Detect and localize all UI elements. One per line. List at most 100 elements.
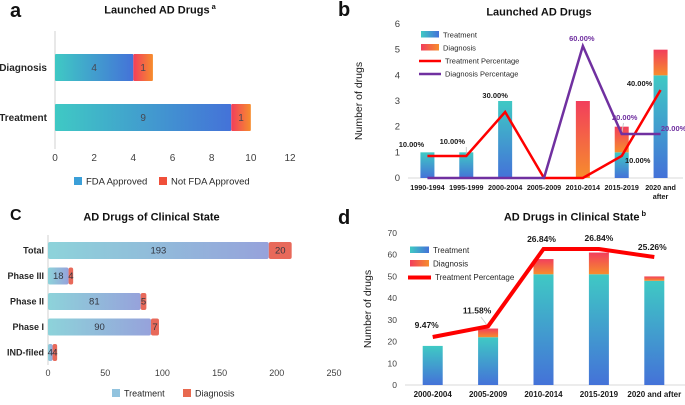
- diagnosis-percentage-line: [427, 42, 661, 180]
- bar-value-label: 18: [53, 271, 64, 282]
- bar-segment: [55, 54, 134, 81]
- bar-value-label: 4: [52, 348, 57, 359]
- bar-segment: [68, 267, 74, 285]
- legend-label: Treatment: [443, 31, 478, 40]
- category-label: Treatment: [0, 113, 48, 124]
- x-category-label: 1995-1999: [449, 183, 483, 192]
- bar-value-label: 1: [140, 63, 146, 74]
- y-axis-title: Number of drugs: [353, 62, 365, 140]
- panel-a-title-superscript: a: [211, 2, 216, 11]
- bar-value-label: 20: [275, 246, 286, 257]
- panel-a-chart: 0 2 4 6 8 10 12 Diagnosis 4 1 Treatment 9 1 FDA Appro…: [0, 31, 296, 188]
- panel-d-title-text: AD Drugs in Clinical State: [503, 211, 640, 224]
- percent-label: 9.47%: [415, 320, 440, 330]
- panel-a-letter: a: [10, 0, 22, 22]
- legend-swatch: [421, 44, 439, 51]
- x-category-label: after: [653, 192, 669, 201]
- y-tick-label: 2: [395, 122, 400, 133]
- panel-b-title-text: Launched AD Drugs: [486, 6, 592, 19]
- legend-label: Diagnosis Percentage: [445, 70, 518, 79]
- legend-swatch: [183, 389, 191, 397]
- panel-a: a Launched AD Drugs a 0 2 4 6 8 10 12 Diagnosis 4…: [0, 0, 342, 200]
- bar-value-label: 7: [152, 322, 157, 333]
- bar-segment: [231, 104, 251, 131]
- percent-label: 20.00%: [612, 113, 638, 122]
- x-tick-label: 250: [326, 368, 341, 378]
- percent-label: 30.00%: [482, 91, 508, 100]
- label-leader-line: [621, 122, 624, 133]
- panel-d-chart: 0 10 20 30 40 50 60 70 Number of drugs 2000-2004 2…: [362, 228, 685, 399]
- legend-label: Treatment: [124, 389, 165, 399]
- bar-value-label: 1: [238, 113, 244, 124]
- bar-value-label: 81: [89, 297, 100, 308]
- panel-c-title: AD Drugs of Clinical State: [12, 209, 293, 224]
- category-label: Phase III: [7, 271, 44, 281]
- bar-segment: [653, 49, 668, 76]
- x-tick-label: 50: [100, 368, 110, 378]
- panel-d-letter: d: [338, 207, 351, 229]
- x-category-label: 2015-2019: [580, 390, 619, 399]
- y-axis-title: Number of drugs: [362, 270, 374, 348]
- bar-segment: [150, 318, 159, 336]
- bar-segment: [459, 152, 474, 178]
- bar-value-label: 5: [141, 297, 146, 308]
- bar-segment: [588, 252, 609, 275]
- x-category-label: 2020 and: [645, 183, 676, 192]
- legend-swatch: [421, 31, 439, 38]
- y-tick-label: 0: [392, 380, 397, 390]
- y-tick-label: 1: [395, 147, 400, 158]
- x-tick-label: 12: [284, 153, 296, 164]
- percent-label: 10.00%: [399, 140, 425, 149]
- panel-d-title-superscript: b: [641, 209, 647, 218]
- category-label: Diagnosis: [0, 63, 47, 74]
- percent-label: 26.84%: [584, 233, 613, 243]
- bar-segment: [575, 101, 590, 178]
- x-tick-label: 6: [170, 153, 176, 164]
- percent-label: 11.58%: [463, 305, 492, 315]
- y-tick-label: 70: [388, 228, 398, 238]
- bar-segment: [48, 318, 151, 336]
- x-tick-label: 0: [52, 153, 58, 164]
- bar-segment: [48, 344, 53, 361]
- percent-label: 25.26%: [638, 242, 667, 252]
- panel-d-title: AD Drugs in Clinical State b: [430, 209, 685, 224]
- legend-label: Treatment Percentage: [445, 57, 519, 66]
- x-category-label: 2005-2009: [469, 390, 508, 399]
- y-tick-label: 20: [388, 337, 398, 347]
- bar-segment: [268, 242, 292, 259]
- panel-c-chart: 0 50 100 150 200 250 Total 193 20 Phase III 18 4 Pha…: [7, 235, 342, 399]
- panel-b: b Launched AD Drugs 0 1 2 3 4 5 6 Number of dru…: [335, 0, 685, 201]
- x-tick-label: 4: [131, 153, 137, 164]
- bar-value-label: 4: [68, 271, 73, 282]
- y-tick-label: 4: [395, 70, 400, 81]
- bar-segment: [48, 293, 141, 310]
- treatment-percentage-line: [432, 247, 655, 339]
- x-tick-label: 10: [245, 153, 257, 164]
- x-category-label: 2000-2004: [488, 183, 522, 192]
- bar-segment: [533, 259, 554, 275]
- y-tick-label: 6: [395, 19, 400, 30]
- x-tick-label: 100: [155, 368, 170, 378]
- legend-swatch: [410, 260, 429, 267]
- category-label: Phase II: [10, 297, 44, 307]
- percent-label: 10.00%: [625, 156, 651, 165]
- bar-value-label: 90: [94, 322, 105, 333]
- bar-segment: [644, 280, 665, 385]
- label-leader-line: [480, 316, 487, 325]
- x-category-label: 2000-2004: [414, 390, 453, 399]
- x-tick-label: 150: [212, 368, 227, 378]
- panel-a-title: Launched AD Drugs a: [20, 2, 300, 17]
- percent-label: 20.00%: [661, 124, 685, 133]
- panel-b-title: Launched AD Drugs: [395, 4, 685, 19]
- x-category-label: 1990-1994: [410, 183, 444, 192]
- bar-segment: [422, 345, 443, 385]
- bar-segment: [48, 242, 269, 259]
- y-tick-label: 60: [388, 250, 398, 260]
- x-category-label: 2005-2009: [527, 183, 561, 192]
- panel-c: C AD Drugs of Clinical State 0 50 100 150 20…: [0, 200, 342, 405]
- y-tick-label: 40: [388, 293, 398, 303]
- bar-segment: [588, 274, 609, 385]
- percent-label: 26.84%: [527, 234, 556, 244]
- bar-segment: [133, 54, 153, 81]
- bar-segment: [653, 75, 668, 178]
